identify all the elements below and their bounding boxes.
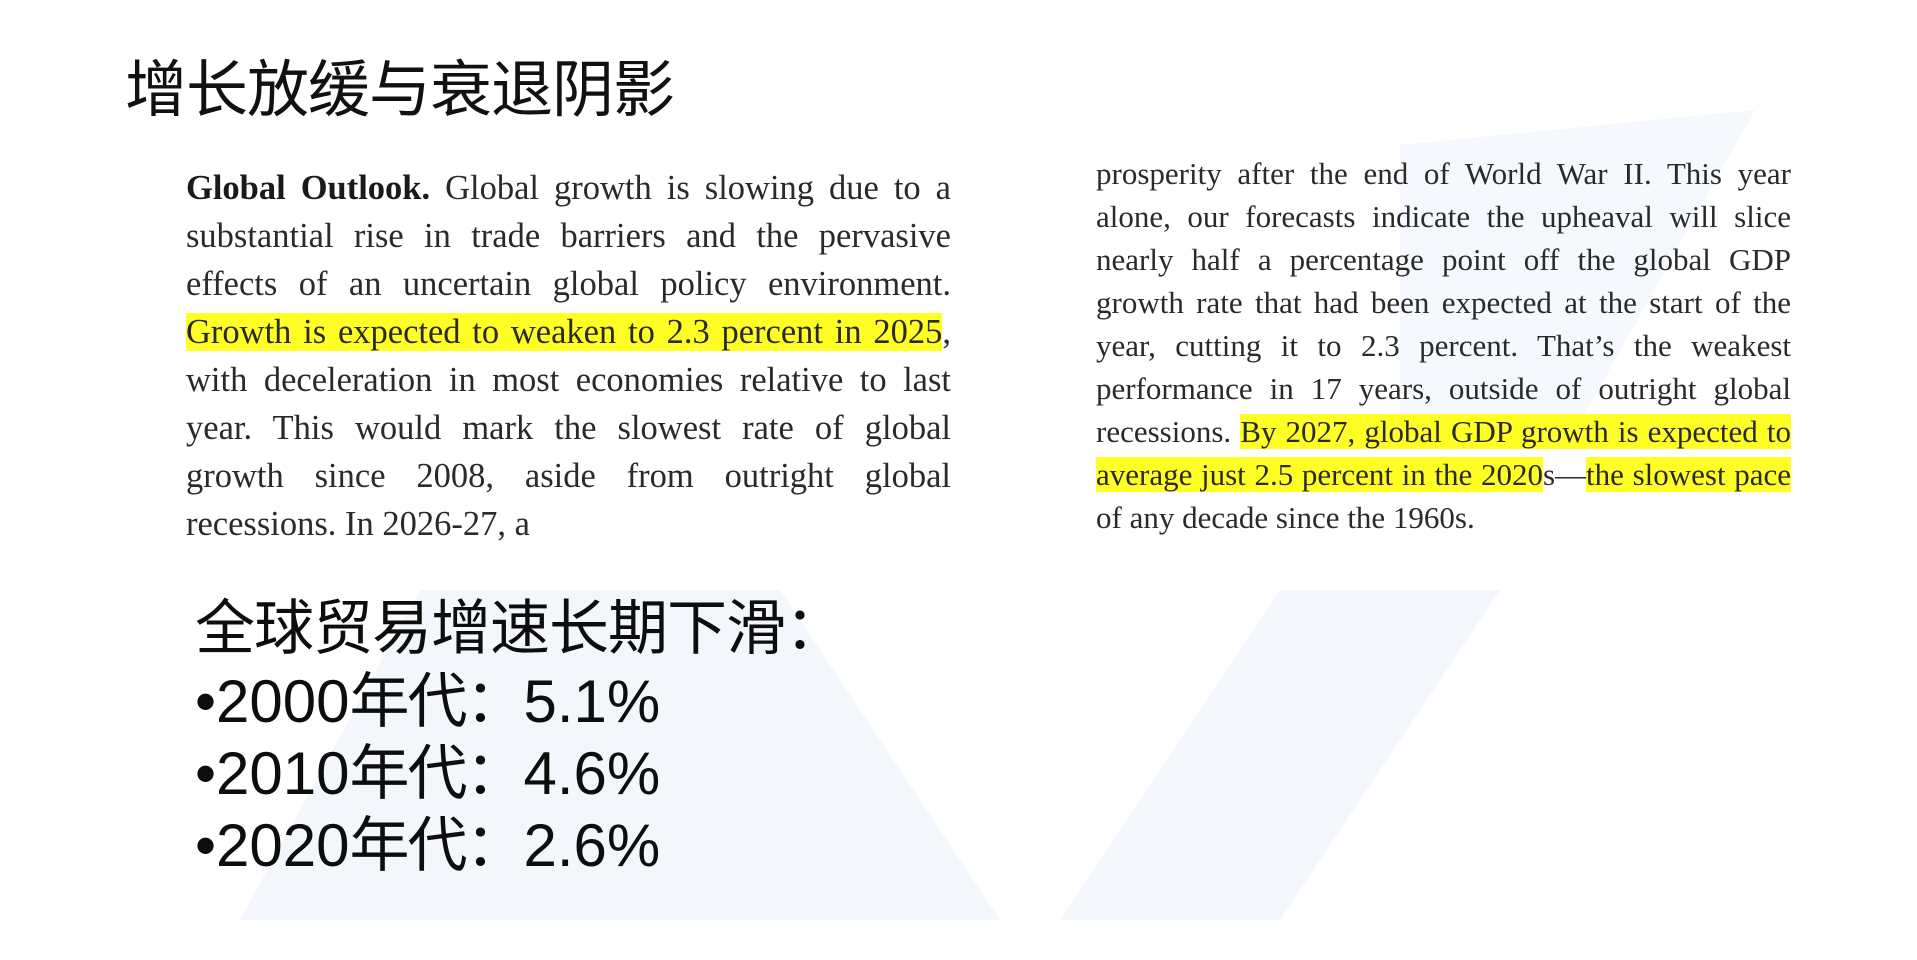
excerpt-text: s— (1542, 457, 1587, 492)
trade-growth-list: •2000年代：5.1% •2010年代：4.6% •2020年代：2.6% (195, 666, 844, 882)
list-item: •2020年代：2.6% (195, 810, 844, 882)
bullet: • (195, 740, 217, 807)
decade: 2010 (216, 740, 350, 807)
decade-suffix: 年代： (349, 811, 526, 881)
report-excerpt-right: prosperity after the end of World War II… (1096, 152, 1791, 582)
bullet: • (195, 668, 217, 735)
growth-value: 5.1% (523, 668, 661, 735)
excerpt-text: of any decade since the 1960s. (1096, 500, 1475, 535)
decade-suffix: 年代： (349, 667, 526, 737)
list-item: •2010年代：4.6% (195, 738, 844, 810)
excerpt-heading: Global Outlook. (186, 169, 431, 207)
growth-value: 4.6% (523, 740, 661, 807)
watermark-stroke-right (1060, 590, 1500, 920)
trade-growth-block: 全球贸易增速长期下滑： •2000年代：5.1% •2010年代：4.6% •2… (195, 592, 845, 882)
report-excerpt-left: Global Outlook. Global growth is slowing… (186, 164, 951, 548)
slide-title: 增长放缓与衰退阴影 (125, 53, 675, 126)
highlighted-text: the slowest pace (1586, 457, 1791, 492)
watermark-stroke-left (240, 590, 1000, 920)
excerpt-text: prosperity after the end of World War II… (1096, 156, 1791, 449)
highlighted-text: Growth is expected to weaken to 2.3 perc… (186, 313, 943, 351)
excerpt-text: Global growth is slowing due to a substa… (186, 169, 951, 303)
bullet: • (195, 812, 217, 879)
trade-growth-heading: 全球贸易增速长期下滑： (195, 594, 845, 664)
growth-value: 2.6% (523, 812, 661, 879)
watermark-stroke-top (1400, 110, 1755, 440)
decade: 2020 (216, 812, 350, 879)
list-item: •2000年代：5.1% (195, 666, 844, 738)
excerpt-text: , with deceleration in most economies re… (186, 313, 951, 543)
decade: 2000 (216, 668, 350, 735)
decade-suffix: 年代： (349, 739, 526, 809)
